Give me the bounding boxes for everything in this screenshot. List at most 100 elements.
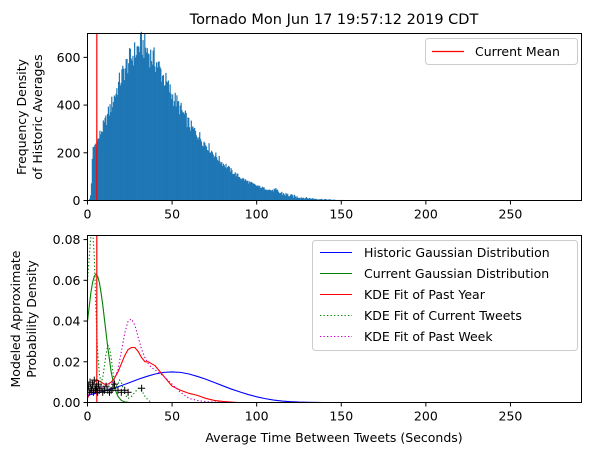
histogram-bar xyxy=(264,189,266,201)
histogram-bar xyxy=(287,196,290,201)
histogram-bar xyxy=(209,152,211,201)
bottom-xtick-label: 200 xyxy=(414,409,438,424)
histogram-bar xyxy=(185,112,187,201)
histogram-bar xyxy=(222,166,224,201)
histogram-bar xyxy=(211,150,213,201)
kde-fit-of-current-tweets-line xyxy=(87,235,153,403)
histogram-bar xyxy=(172,94,174,201)
histogram-bar xyxy=(228,166,230,201)
histogram-bar xyxy=(189,130,192,201)
histogram-bar xyxy=(305,197,307,201)
top-xtick-label: 150 xyxy=(329,207,353,222)
histogram-bar xyxy=(134,57,137,201)
histogram-bar xyxy=(187,117,189,201)
histogram-bar xyxy=(245,180,247,201)
histogram-bar xyxy=(314,198,316,201)
histogram-bar xyxy=(105,115,107,201)
histogram-bar xyxy=(198,136,200,201)
histogram-bar xyxy=(297,197,299,201)
histogram-bar xyxy=(298,197,301,201)
histogram-bar xyxy=(260,188,262,201)
histogram-bar xyxy=(293,194,296,201)
histogram-bar xyxy=(132,55,134,201)
histogram-bar xyxy=(192,126,194,201)
histogram-bar xyxy=(102,120,104,201)
histogram-bar xyxy=(315,198,318,201)
top-xtick-label: 0 xyxy=(84,207,92,222)
histogram-bar xyxy=(153,47,155,201)
histogram-bar xyxy=(114,96,116,201)
histogram-bar xyxy=(164,85,166,201)
histogram-bar xyxy=(278,193,280,201)
histogram-bar xyxy=(307,198,309,201)
histogram-bar xyxy=(271,190,273,201)
histogram-bar xyxy=(109,104,111,201)
histogram-bar xyxy=(223,165,225,201)
histogram-bar xyxy=(177,101,179,201)
histogram-bar xyxy=(200,141,203,201)
histogram-bar xyxy=(227,165,230,201)
histogram-bar xyxy=(286,194,288,201)
histogram-bar xyxy=(205,145,207,201)
histogram-bar xyxy=(273,188,275,201)
histogram-bar xyxy=(212,154,214,201)
histogram-bar xyxy=(216,157,218,201)
histogram-bar xyxy=(147,53,149,201)
histogram-bar xyxy=(230,168,232,201)
histogram-bar xyxy=(101,132,104,201)
histogram-bar xyxy=(190,120,192,201)
top-axes-frame xyxy=(87,33,582,201)
histogram-bar xyxy=(253,183,255,201)
histogram-bar xyxy=(214,155,216,201)
histogram-bar xyxy=(175,106,177,201)
histogram-bar xyxy=(249,181,251,201)
histogram-bar xyxy=(167,80,170,201)
legend-label-historic-gaussian-distribution: Historic Gaussian Distribution xyxy=(364,245,550,260)
histogram-bar xyxy=(232,173,234,201)
histogram-bar xyxy=(129,48,131,201)
histogram-bar xyxy=(259,186,261,201)
top-legend-box xyxy=(425,38,578,65)
histogram-bar xyxy=(112,107,114,201)
tweet-marker xyxy=(111,380,119,388)
histogram-bar xyxy=(141,54,143,201)
histogram-bar xyxy=(145,52,148,201)
histogram-bar xyxy=(262,187,264,201)
legend-label-kde-fit-of-past-week: KDE Fit of Past Week xyxy=(364,329,493,344)
histogram-bar xyxy=(210,152,212,201)
histogram-bar xyxy=(265,189,267,201)
histogram-bar xyxy=(267,189,269,201)
histogram-bar xyxy=(127,73,129,201)
histogram-bar xyxy=(285,192,287,201)
top-xtick-label: 100 xyxy=(245,207,269,222)
histogram-bar xyxy=(246,180,248,201)
histogram-bar xyxy=(107,106,109,201)
bottom-ytick-label: 0.06 xyxy=(53,273,81,288)
tweet-marker xyxy=(138,384,146,392)
histogram-bar xyxy=(183,112,185,201)
histogram-bar xyxy=(304,198,306,201)
histogram-bar xyxy=(275,188,277,201)
histogram-bar xyxy=(110,112,112,201)
histogram-bar xyxy=(239,178,241,201)
histogram-bar xyxy=(276,189,278,201)
histogram-bar xyxy=(163,85,165,201)
histogram-bar xyxy=(215,152,217,201)
histogram-bar xyxy=(254,183,256,201)
histogram-bar xyxy=(174,92,176,201)
bottom-ytick-label: 0.02 xyxy=(53,354,81,369)
top-ylabel-line-1: Frequency Density xyxy=(14,58,29,175)
histogram-bar xyxy=(293,197,295,201)
histogram-bar xyxy=(201,145,203,201)
histogram-bar xyxy=(168,92,170,201)
histogram-bar xyxy=(295,197,297,201)
histogram-bar xyxy=(241,179,243,201)
histogram-bar xyxy=(260,187,263,201)
histogram-bar xyxy=(182,112,184,201)
top-legend: Current Mean xyxy=(425,38,578,65)
histogram-bar xyxy=(106,113,109,201)
histogram-bar xyxy=(238,177,240,201)
histogram-bar xyxy=(145,47,147,201)
histogram-bar xyxy=(152,50,154,201)
histogram-bar xyxy=(101,131,103,201)
